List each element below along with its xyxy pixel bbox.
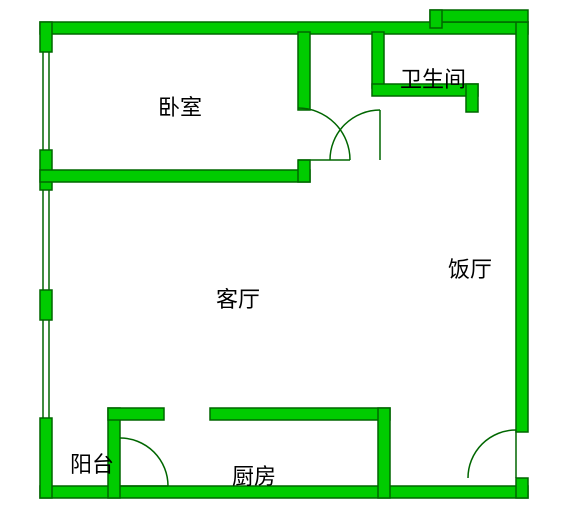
- room-label-diningroom: 饭厅: [448, 252, 492, 284]
- room-label-kitchen: 厨房: [232, 459, 276, 491]
- room-label-bathroom: 卫生间: [400, 62, 466, 94]
- room-label-livingroom: 客厅: [216, 282, 260, 314]
- room-label-bedroom: 卧室: [158, 90, 202, 122]
- room-label-balcony: 阳台: [70, 447, 114, 479]
